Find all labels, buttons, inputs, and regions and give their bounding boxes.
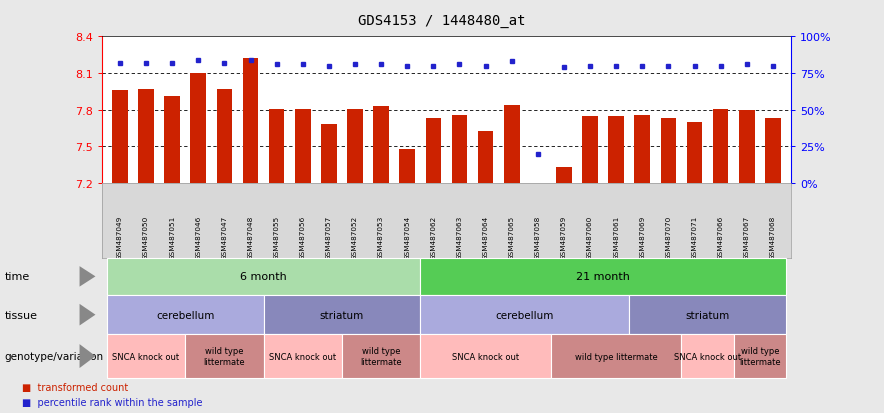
Bar [608, 116, 624, 184]
Bar [583, 116, 598, 184]
Bar [138, 90, 154, 184]
Bar [164, 97, 180, 184]
Bar [452, 115, 468, 184]
Bar [635, 115, 650, 184]
Bar [217, 90, 232, 184]
Text: wild type
littermate: wild type littermate [203, 347, 245, 366]
Bar [713, 109, 728, 184]
Bar [243, 59, 258, 184]
Text: wild type
littermate: wild type littermate [739, 347, 781, 366]
Bar [765, 119, 781, 184]
Text: 6 month: 6 month [240, 272, 287, 282]
Text: ■  transformed count: ■ transformed count [22, 382, 128, 392]
Text: SNCA knock out: SNCA knock out [270, 352, 336, 361]
Text: wild type littermate: wild type littermate [575, 352, 658, 361]
Text: GDS4153 / 1448480_at: GDS4153 / 1448480_at [358, 14, 526, 28]
Bar [321, 125, 337, 184]
Text: SNCA knock out: SNCA knock out [112, 352, 179, 361]
Text: cerebellum: cerebellum [496, 310, 554, 320]
Bar [269, 109, 285, 184]
Text: 21 month: 21 month [576, 272, 630, 282]
Text: striatum: striatum [320, 310, 364, 320]
Text: tissue: tissue [4, 310, 37, 320]
Bar [373, 107, 389, 184]
Text: SNCA knock out: SNCA knock out [674, 352, 741, 361]
Bar [347, 109, 362, 184]
Text: wild type
littermate: wild type littermate [361, 347, 402, 366]
Text: genotype/variation: genotype/variation [4, 351, 103, 361]
Bar [190, 74, 206, 184]
Bar [477, 131, 493, 184]
Bar [660, 119, 676, 184]
Bar [556, 168, 572, 184]
Bar [687, 123, 703, 184]
Text: striatum: striatum [685, 310, 729, 320]
Text: time: time [4, 272, 30, 282]
Text: ■  percentile rank within the sample: ■ percentile rank within the sample [22, 397, 202, 407]
Bar [112, 91, 128, 184]
Text: SNCA knock out: SNCA knock out [452, 352, 519, 361]
Bar [400, 150, 415, 184]
Bar [504, 106, 520, 184]
Bar [295, 109, 310, 184]
Bar [739, 111, 755, 184]
Bar [425, 119, 441, 184]
Text: cerebellum: cerebellum [156, 310, 215, 320]
